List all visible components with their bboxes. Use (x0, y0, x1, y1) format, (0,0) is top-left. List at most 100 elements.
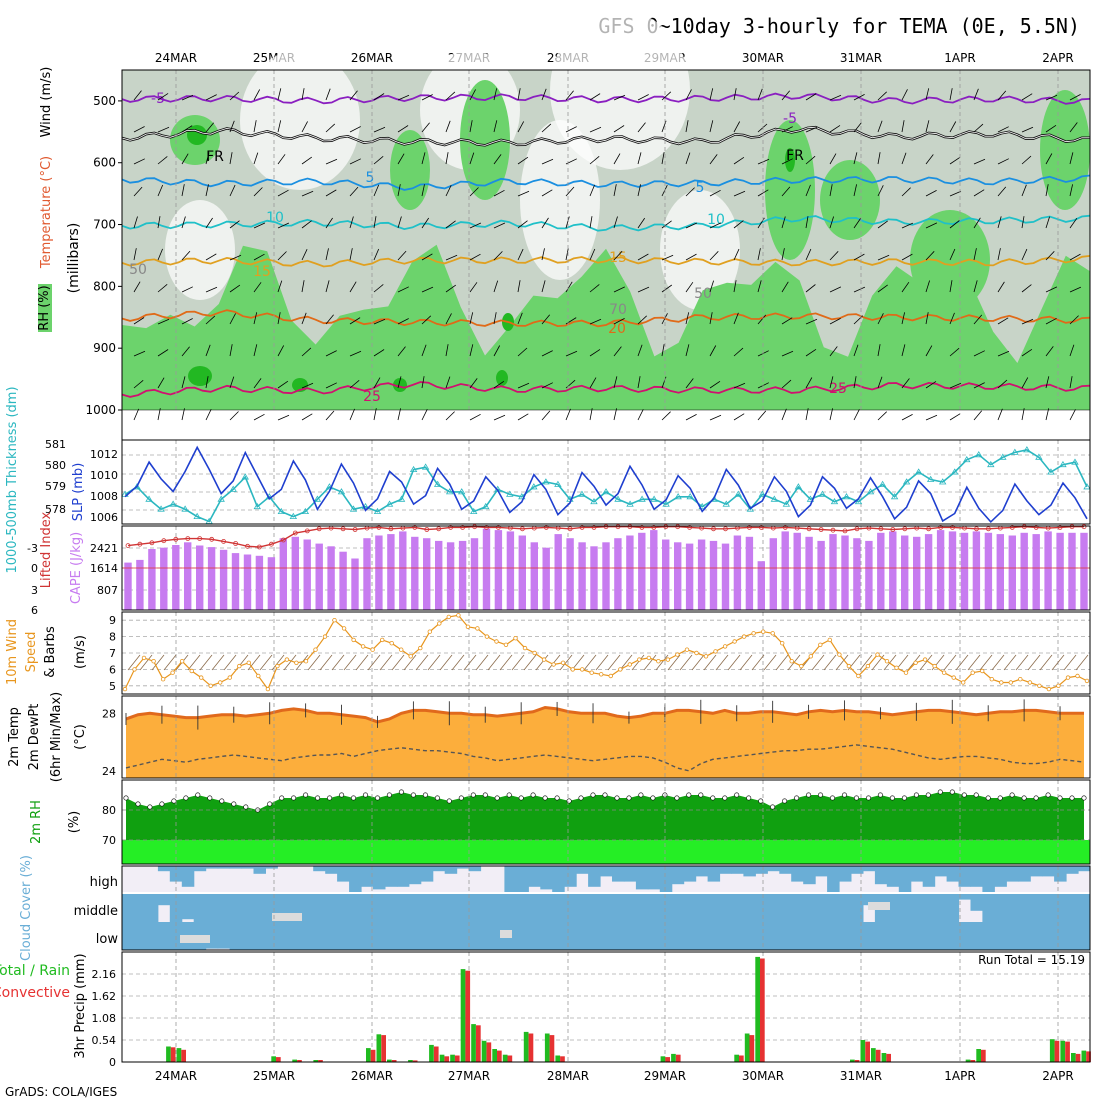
wind-barb (253, 378, 262, 389)
wind-barb (1045, 286, 1058, 293)
rh2m-point (626, 795, 632, 801)
wind-barb (661, 254, 674, 261)
rh2m-point (171, 798, 177, 804)
wind-barb (133, 317, 145, 325)
wind-speed-point (456, 613, 461, 618)
wind-speed-point (246, 660, 251, 665)
panel-frame (121, 695, 1091, 779)
thickness-tick: 579 (45, 480, 66, 493)
wind-barb (349, 248, 353, 261)
precip-total-bar (965, 1059, 971, 1062)
wind-barb (685, 222, 698, 229)
cape-bar (196, 545, 204, 610)
thickness-point (409, 465, 418, 473)
cape-bar (662, 539, 670, 610)
thickness-point (842, 493, 851, 500)
cloud-bar-low (1078, 922, 1091, 950)
wind-barb (733, 312, 739, 325)
wind-barb (397, 153, 405, 165)
cloud-bar-middle (456, 894, 470, 922)
wind-barb (973, 382, 985, 389)
wind-barb (589, 216, 593, 229)
wind-barb (373, 248, 380, 261)
surface-wind-barb (319, 654, 333, 671)
cloud-bar-middle (253, 894, 266, 922)
cape-bar (375, 535, 383, 610)
wind-speed-point (198, 675, 204, 680)
lifted-index-point (986, 526, 991, 532)
wind-barb (949, 220, 960, 229)
wind-barb (493, 154, 502, 165)
cloud-bar-middle (122, 894, 135, 922)
cloud-bar-middle (480, 894, 493, 922)
wind-barb (469, 222, 482, 229)
wind-barb (229, 91, 240, 101)
precip-convective-bar (433, 1046, 439, 1062)
wind-barb (253, 120, 257, 133)
wind-barb (949, 121, 957, 133)
cape-bar (231, 553, 240, 610)
cloud-bar-high (1006, 866, 1019, 882)
surface-wind-barb (1051, 654, 1065, 671)
cloud-bar-high (946, 866, 960, 882)
cloud-bar-high (815, 866, 828, 877)
cloud-gap (180, 935, 210, 943)
wind-barb (685, 281, 694, 293)
cape-bar (721, 543, 730, 610)
wind-barb (565, 186, 575, 197)
precip-convective-bar (391, 1060, 397, 1062)
lifted-index-point (1081, 524, 1087, 530)
cloud-bar-high (719, 866, 732, 874)
rh2m-point (590, 792, 596, 798)
wind-barb (469, 187, 479, 197)
rh2m-point (686, 792, 692, 798)
wind-barb (301, 249, 308, 261)
rh2m-point (183, 795, 189, 801)
cape-bar (136, 559, 144, 610)
wind-barb (301, 413, 313, 421)
wind-barb (205, 94, 217, 101)
cloud-bar-low (516, 922, 529, 950)
wind-speed-point (922, 657, 928, 662)
wind-barb (565, 248, 569, 261)
y-tick-label: 600 (93, 156, 116, 170)
wind-barb (853, 286, 866, 293)
lifted-index-point (460, 525, 466, 530)
surface-wind-barb (655, 654, 669, 671)
surface-wind-barb (415, 654, 429, 671)
surface-wind-barb (1039, 654, 1053, 671)
wind-barb (421, 376, 425, 389)
thickness-slp-panel: 581 580 579 578 1012 1010 1008 1006 1000-500mb T… (5, 386, 1091, 574)
cloud-bar-middle (1018, 894, 1031, 922)
rh2m-point (734, 792, 740, 798)
rh2m-point (315, 795, 321, 801)
contour-label: 15 (253, 264, 271, 280)
cloud-bar-high (827, 866, 840, 892)
slp-tick: 1006 (90, 511, 118, 524)
thickness-point (470, 507, 478, 515)
wind-barb (325, 280, 330, 293)
wind-speed-point (332, 618, 337, 623)
ylabel-cape: CAPE (J/kg) (69, 532, 84, 604)
cape-bar (315, 543, 323, 610)
cloud-bar-high (898, 866, 912, 892)
wind-barb (541, 280, 546, 293)
wind-barb (757, 314, 767, 325)
cape-bar (578, 542, 586, 610)
cloud-bar-high (337, 866, 350, 882)
cloud-bar-middle (205, 894, 219, 922)
cloud-bar-low (432, 922, 446, 950)
surface-wind-barb (295, 654, 309, 671)
cape-bar (423, 538, 431, 610)
wind-barb (349, 90, 358, 101)
wind-barb (781, 248, 785, 261)
rh-dry-area (660, 190, 740, 310)
wind-speed-point (665, 657, 671, 662)
rh2m-point (506, 792, 512, 798)
wind-barb (997, 281, 1005, 293)
thickness-point (457, 488, 466, 495)
cloud-bar-low (815, 922, 828, 950)
wind-barb (205, 344, 211, 357)
wind-barb (757, 382, 769, 389)
precip-total-bar (471, 1024, 476, 1062)
